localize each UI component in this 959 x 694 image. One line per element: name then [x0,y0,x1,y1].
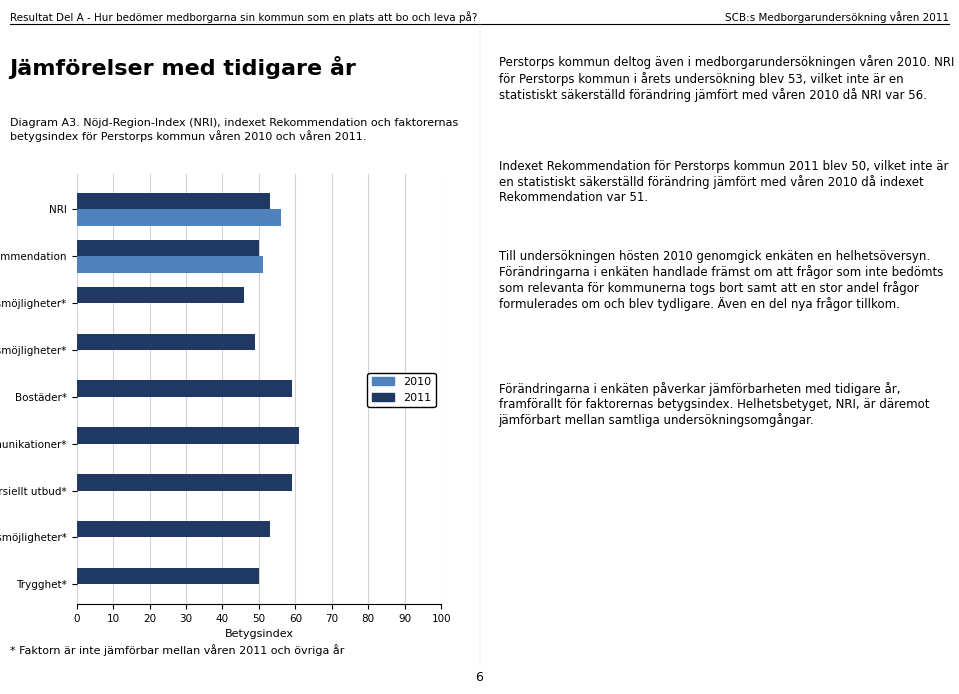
Legend: 2010, 2011: 2010, 2011 [367,373,435,407]
Text: Jämförelser med tidigare år: Jämförelser med tidigare år [10,56,357,78]
Bar [77,240,259,256]
Text: 6: 6 [476,670,483,684]
Bar [77,568,259,584]
X-axis label: Betygsindex: Betygsindex [224,629,293,639]
Bar [77,193,269,210]
Text: Förändringarna i enkäten påverkar jämförbarheten med tidigare år, framförallt fö: Förändringarna i enkäten påverkar jämför… [499,382,929,427]
Text: Indexet Rekommendation för Perstorps kommun 2011 blev 50, vilket inte är en stat: Indexet Rekommendation för Perstorps kom… [499,160,948,204]
Text: Till undersökningen hösten 2010 genomgick enkäten en helhetsöversyn. Förändringa: Till undersökningen hösten 2010 genomgic… [499,250,943,312]
Text: Diagram A3. Nöjd-Region-Index (NRI), indexet Rekommendation och faktorernas
bety: Diagram A3. Nöjd-Region-Index (NRI), ind… [10,118,457,142]
Text: Perstorps kommun deltog även i medborgarundersökningen våren 2010. NRI för Perst: Perstorps kommun deltog även i medborgar… [499,56,954,102]
Text: Resultat Del A - Hur bedömer medborgarna sin kommun som en plats att bo och leva: Resultat Del A - Hur bedömer medborgarna… [10,11,477,24]
Bar [77,521,269,537]
Bar [77,380,292,397]
Bar [77,428,299,443]
Bar [77,256,263,273]
Text: * Faktorn är inte jämförbar mellan våren 2011 och övriga år: * Faktorn är inte jämförbar mellan våren… [10,644,344,656]
Bar [77,334,255,350]
Bar [77,287,245,303]
Bar [77,210,281,226]
Text: SCB:s Medborgarundersökning våren 2011: SCB:s Medborgarundersökning våren 2011 [725,11,949,24]
Bar [77,474,292,491]
